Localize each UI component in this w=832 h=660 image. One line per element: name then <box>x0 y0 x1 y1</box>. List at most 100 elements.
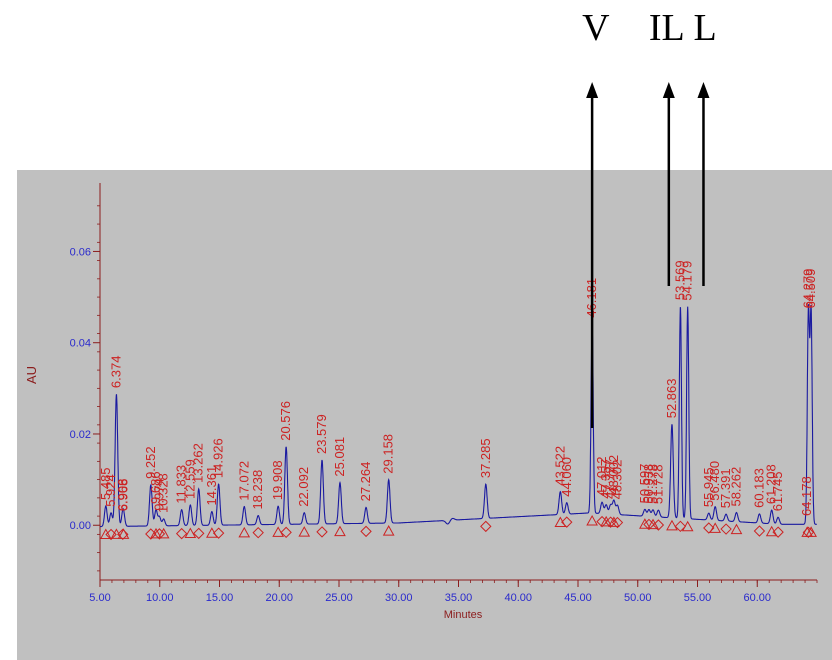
peak-end-marker <box>153 528 166 540</box>
peak-end-marker <box>117 528 129 541</box>
y-axis-label: AU <box>24 366 39 384</box>
peak-label: 64.279 <box>800 269 815 309</box>
peak-start-marker <box>608 516 620 527</box>
x-tick-label: 10.00 <box>146 592 174 604</box>
peak-label: 27.264 <box>358 462 373 502</box>
peak-label: 37.285 <box>478 438 493 478</box>
peak-start-marker <box>99 528 112 540</box>
peak-label: 23.579 <box>314 414 329 454</box>
peak-label: 19.908 <box>270 460 285 500</box>
peak-end-marker <box>175 527 188 540</box>
peak-label: 43.522 <box>552 446 567 486</box>
chromatogram-trace <box>100 304 817 528</box>
peak-label: 61.208 <box>764 464 779 504</box>
peak-end-marker <box>212 527 225 539</box>
chromatogram-chart: 0.00 0.02 0.04 0.06 5.00 10.00 15.00 20.00 25.00… <box>24 183 818 621</box>
peak-start-marker <box>554 516 567 527</box>
y-tick-label: 0.00 <box>70 520 91 532</box>
peak-label: 53.569 <box>672 260 687 300</box>
peak-label: 51.278 <box>645 464 660 504</box>
peak-label: 18.238 <box>250 470 265 510</box>
y-tick-label: 0.04 <box>70 338 91 350</box>
x-tick-label: 40.00 <box>504 592 532 604</box>
peak-start-marker <box>382 525 395 536</box>
annotation-letter: L <box>693 7 717 49</box>
peak-end-marker <box>753 525 766 537</box>
peak-start-marker <box>298 526 311 537</box>
peak-label: 9.974 <box>151 478 166 511</box>
peak-label: 6.906 <box>115 479 130 512</box>
x-tick-label: 50.00 <box>624 592 652 604</box>
peak-label: 58.262 <box>728 467 743 507</box>
annotation-arrow-head <box>586 82 599 98</box>
peak-label: 54.179 <box>680 261 695 301</box>
x-tick-label: 5.00 <box>89 592 110 604</box>
peak-end-marker <box>561 516 573 528</box>
peak-label: 5.485 <box>98 467 113 500</box>
peak-start-marker <box>647 518 659 530</box>
peak-label: 25.081 <box>332 437 347 477</box>
peak-label: 29.158 <box>381 434 396 474</box>
peak-label: 14.361 <box>204 466 219 506</box>
peak-label: 60.183 <box>751 468 766 508</box>
peak-end-marker <box>652 519 665 531</box>
annotation-arrow-head <box>662 82 675 98</box>
peak-label: 52.863 <box>664 379 679 419</box>
peak-start-marker <box>639 518 651 529</box>
peak-label: 56.480 <box>707 461 722 501</box>
peak-label: 44.060 <box>559 457 574 497</box>
peak-label: 6.374 <box>108 356 123 389</box>
peak-end-marker <box>360 525 372 538</box>
peak-start-marker <box>206 527 218 538</box>
peak-start-marker <box>334 525 346 537</box>
annotation-arrow-head <box>697 82 710 98</box>
peak-start-marker <box>117 528 130 539</box>
x-tick-label: 35.00 <box>445 592 473 604</box>
peak-end-marker <box>480 520 492 533</box>
peak-start-marker <box>157 527 170 539</box>
x-tick-label: 55.00 <box>684 592 712 604</box>
peak-label: 55.945 <box>701 467 716 507</box>
peak-label: 64.509 <box>803 269 818 309</box>
peak-end-marker <box>596 515 608 528</box>
peak-end-marker <box>772 526 784 538</box>
peak-label: 14.926 <box>211 438 226 478</box>
x-tick-label: 30.00 <box>385 592 413 604</box>
peak-label: 13.262 <box>191 443 206 483</box>
peak-label: 22.092 <box>296 467 311 507</box>
x-tick-label: 15.00 <box>206 592 234 604</box>
peak-end-marker <box>193 527 205 540</box>
x-tick-label: 45.00 <box>564 592 592 604</box>
peak-start-marker <box>150 527 162 539</box>
peak-label: 47.357 <box>598 459 613 499</box>
peak-end-marker <box>703 522 715 534</box>
peak-start-marker <box>110 528 123 539</box>
peak-end-marker <box>643 518 655 531</box>
peak-end-marker <box>280 526 292 539</box>
peak-end-marker <box>802 526 815 539</box>
peak-label: 48.002 <box>606 455 621 495</box>
annotation-letter: IL <box>648 7 685 49</box>
peak-start-marker <box>238 526 251 538</box>
peak-label: 9.252 <box>143 446 158 479</box>
peak-start-marker <box>272 526 285 537</box>
peak-end-marker <box>316 526 328 538</box>
peak-end-marker <box>611 516 624 529</box>
peak-label: 12.559 <box>182 459 197 499</box>
peak-label: 47.727 <box>603 459 618 499</box>
peak-start-marker <box>805 526 817 537</box>
chromatogram-panel: 0.00 0.02 0.04 0.06 5.00 10.00 15.00 20.00 25.00… <box>17 170 832 660</box>
peak-start-marker <box>730 523 743 535</box>
peak-label: 9.686 <box>148 471 163 504</box>
peak-start-marker <box>586 515 598 526</box>
peak-label: 11.833 <box>174 465 189 504</box>
x-tick-label: 25.00 <box>325 592 353 604</box>
y-tick-label: 0.06 <box>70 246 91 258</box>
peak-label: 64.178 <box>799 476 814 516</box>
peak-label: 46.181 <box>584 278 599 318</box>
x-axis-label: Minutes <box>444 609 483 621</box>
peak-end-marker <box>674 520 687 533</box>
peak-label: 50.938 <box>641 464 656 504</box>
peak-start-marker <box>600 515 613 527</box>
peak-end-marker <box>252 526 264 539</box>
